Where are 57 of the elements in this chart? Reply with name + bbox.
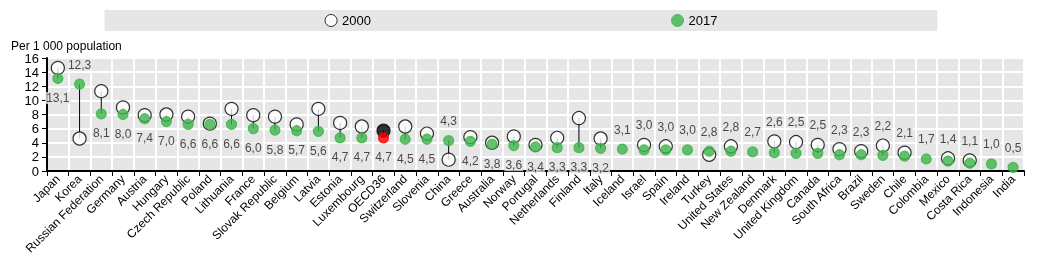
data-label: 4,5 bbox=[396, 151, 414, 166]
y-tick-label: 2 bbox=[31, 149, 39, 165]
data-label: 12,3 bbox=[67, 57, 92, 72]
data-label: 7,4 bbox=[136, 131, 154, 146]
data-label: 3,2 bbox=[592, 161, 610, 175]
data-label: 2,3 bbox=[831, 122, 849, 137]
data-label: 5,8 bbox=[266, 142, 284, 157]
data-label: 6,6 bbox=[179, 136, 197, 151]
data-label: 1,4 bbox=[939, 131, 957, 146]
legend-label: 2000 bbox=[342, 13, 371, 28]
data-label: 6,6 bbox=[223, 136, 241, 151]
data-label: 2,8 bbox=[700, 124, 718, 139]
data-label: 2,5 bbox=[787, 115, 805, 130]
data-label: 5,7 bbox=[288, 143, 306, 158]
y-tick-label: 10 bbox=[24, 92, 39, 108]
data-label: 5,6 bbox=[310, 144, 328, 159]
data-label: 3,1 bbox=[614, 122, 632, 137]
data-label: 3,4 bbox=[527, 159, 545, 174]
data-label: 4,7 bbox=[353, 150, 371, 165]
data-label: 1,1 bbox=[961, 133, 979, 148]
data-label: 1,7 bbox=[917, 132, 935, 147]
data-label: 2,6 bbox=[765, 114, 783, 129]
data-label: 2,5 bbox=[809, 118, 827, 133]
data-label: 3,8 bbox=[483, 156, 501, 171]
data-label: 1,0 bbox=[983, 137, 1001, 152]
legend-label: 2017 bbox=[688, 13, 718, 28]
data-label: 3,0 bbox=[657, 119, 675, 134]
data-label: 4,5 bbox=[418, 151, 436, 166]
data-label: 3,3 bbox=[570, 160, 588, 175]
data-label: 3,0 bbox=[679, 123, 697, 138]
y-tick-label: 14 bbox=[24, 64, 39, 80]
y-tick-label: 0 bbox=[31, 163, 39, 179]
data-label: 4,7 bbox=[375, 150, 393, 165]
y-tick-label: 16 bbox=[24, 50, 39, 66]
data-label: 13,1 bbox=[46, 91, 70, 106]
data-label: 3,6 bbox=[505, 158, 523, 173]
data-label: 8,0 bbox=[114, 127, 132, 142]
y-tick-label: 12 bbox=[24, 78, 39, 94]
data-label: 4,3 bbox=[440, 114, 458, 129]
data-label: 2,3 bbox=[852, 124, 870, 139]
data-label: 2,1 bbox=[896, 126, 914, 141]
data-label: 7,0 bbox=[158, 134, 176, 149]
y-tick-label: 4 bbox=[31, 135, 39, 151]
data-label: 3,0 bbox=[635, 118, 653, 133]
y-axis-title: Per 1 000 population bbox=[11, 38, 122, 53]
y-tick-label: 6 bbox=[31, 121, 39, 137]
data-label: 8,1 bbox=[92, 126, 110, 141]
data-label: 2,7 bbox=[744, 125, 762, 140]
data-label: 2,2 bbox=[874, 118, 892, 133]
data-label: 0,5 bbox=[1004, 140, 1022, 155]
y-tick-label: 8 bbox=[31, 107, 39, 122]
data-label: 3,3 bbox=[548, 160, 566, 175]
data-label: 4,7 bbox=[331, 150, 349, 165]
data-label: 2,8 bbox=[722, 119, 740, 134]
data-label: 6,6 bbox=[201, 136, 219, 151]
data-label: 4,2 bbox=[462, 153, 480, 168]
data-label: 6,0 bbox=[244, 141, 262, 156]
